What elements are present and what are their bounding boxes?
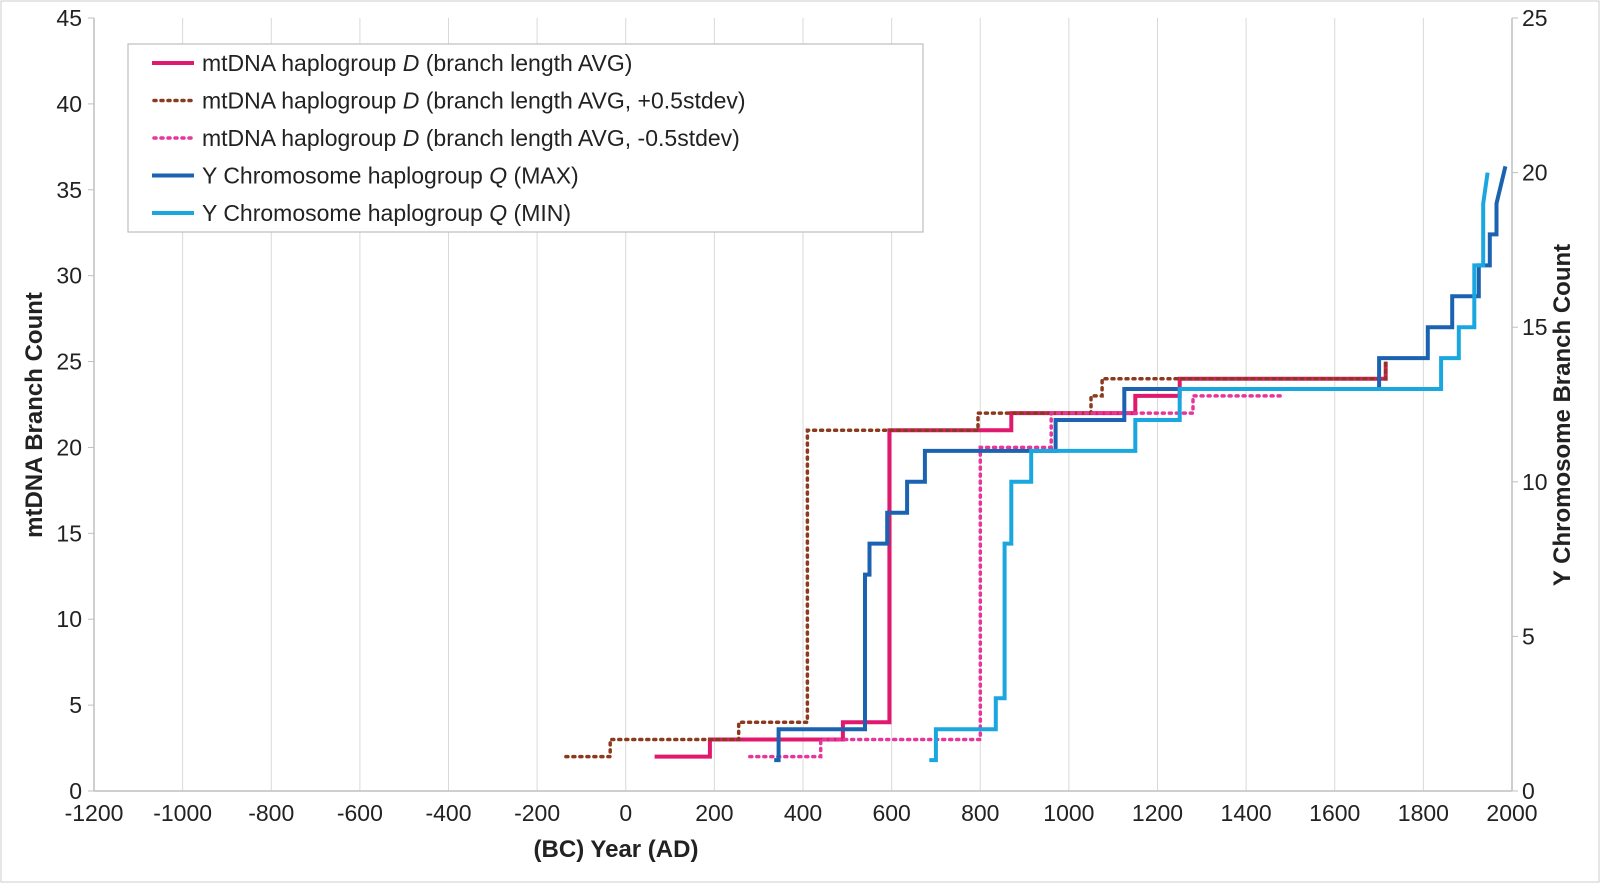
y-tick-label: 40	[56, 91, 82, 117]
right-y-axis-tick-labels: 0 5 10 15 20 25	[1512, 5, 1548, 804]
x-tick-label: -600	[337, 800, 383, 826]
y2-tick-label: 15	[1522, 314, 1548, 340]
x-tick-label: -1200	[65, 800, 124, 826]
x-tick-label: 0	[619, 800, 632, 826]
x-tick-label: -800	[248, 800, 294, 826]
series-line-1	[654, 361, 1388, 759]
y-tick-label: 0	[69, 778, 82, 804]
legend-entry-4: Y Chromosome haplogroup Q (MAX)	[202, 163, 579, 189]
series-line-2	[564, 359, 1388, 759]
x-tick-label: 2000	[1486, 800, 1537, 826]
legend-entry-1: mtDNA haplogroup D (branch length AVG)	[202, 50, 632, 76]
x-tick-label: 200	[695, 800, 733, 826]
x-tick-label: 1000	[1043, 800, 1094, 826]
x-tick-label: 1200	[1132, 800, 1183, 826]
x-tick-label: -400	[425, 800, 471, 826]
series-line-3	[748, 394, 1284, 759]
y2-tick-label: 5	[1522, 623, 1535, 649]
x-tick-label: 800	[961, 800, 999, 826]
legend-entry-5: Y Chromosome haplogroup Q (MIN)	[202, 200, 571, 226]
x-tick-label: 600	[872, 800, 910, 826]
x-tick-label: 400	[784, 800, 822, 826]
y2-tick-label: 10	[1522, 469, 1548, 495]
x-tick-label: 1800	[1398, 800, 1449, 826]
y-tick-label: 15	[56, 520, 82, 546]
x-axis-tick-labels: -1200 -1000 -800 -600 -400 -200 0 200 400 600 800 1…	[65, 800, 1538, 826]
x-tick-label: -1000	[153, 800, 212, 826]
y-tick-label: 30	[56, 263, 82, 289]
y-axis-title: mtDNA Branch Count	[21, 292, 48, 538]
y2-tick-label: 25	[1522, 5, 1548, 31]
series-line-5	[929, 172, 1490, 763]
legend-entry-2: mtDNA haplogroup D (branch length AVG, +…	[202, 88, 746, 114]
y-tick-label: 20	[56, 434, 82, 460]
x-tick-label: 1600	[1309, 800, 1360, 826]
data-series	[564, 165, 1508, 763]
y2-tick-label: 20	[1522, 160, 1548, 186]
y-tick-label: 10	[56, 606, 82, 632]
legend-box	[127, 43, 924, 233]
chart-axes	[93, 18, 1513, 792]
legend: mtDNA haplogroup D (branch length AVG) mt…	[127, 43, 924, 233]
legend-entry-3: mtDNA haplogroup D (branch length AVG, -…	[202, 125, 740, 151]
y2-axis-title: Y Chromosome Branch Count	[1549, 244, 1576, 586]
x-tick-label: 1400	[1221, 800, 1272, 826]
left-y-axis-tick-labels: 0 5 10 15 20 25 30 35 40 45	[56, 5, 94, 804]
y-tick-label: 35	[56, 177, 82, 203]
y2-tick-label: 0	[1522, 778, 1535, 804]
y-tick-label: 45	[56, 5, 82, 31]
y-tick-label: 5	[69, 692, 82, 718]
x-tick-label: -200	[514, 800, 560, 826]
x-axis-title: (BC) Year (AD)	[534, 836, 699, 863]
y-tick-label: 25	[56, 349, 82, 375]
